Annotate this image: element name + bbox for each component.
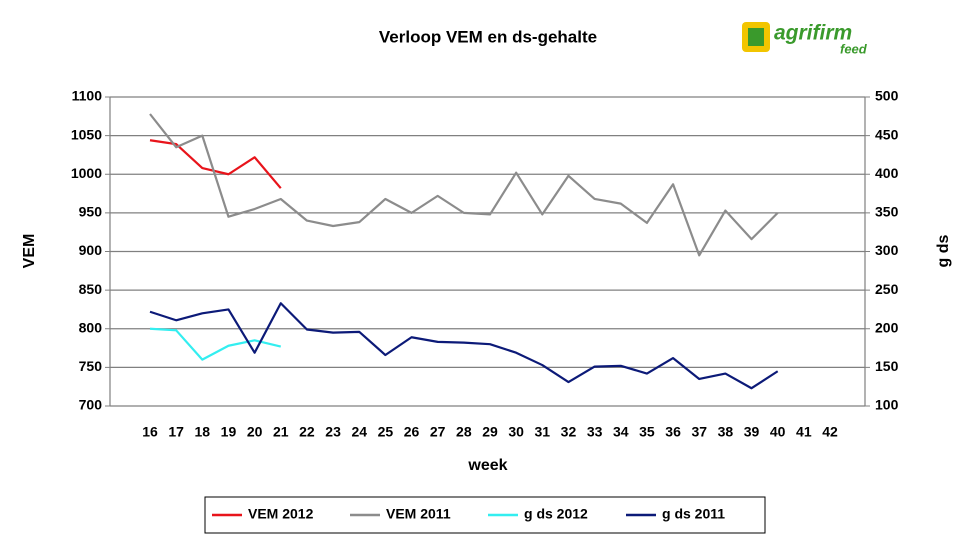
y2-tick-label: 500 xyxy=(875,88,899,104)
y-tick-label: 750 xyxy=(79,358,103,374)
x-tick-label: 33 xyxy=(587,424,603,440)
x-tick-label: 31 xyxy=(535,424,551,440)
series-line xyxy=(149,327,282,361)
y-tick-label: 900 xyxy=(79,242,103,258)
x-tick-label: 25 xyxy=(378,424,394,440)
logo: agrifirm feed xyxy=(742,22,868,56)
x-tick-label: 29 xyxy=(482,424,498,440)
y2-tick-label: 350 xyxy=(875,204,899,220)
y2-tick-label: 150 xyxy=(875,358,899,374)
x-tick-label: 26 xyxy=(404,424,420,440)
x-tick-label: 16 xyxy=(142,424,158,440)
y-tick-label: 850 xyxy=(79,281,103,297)
y2-axis-label: g ds xyxy=(935,234,952,267)
y-axis-label: VEM xyxy=(21,234,38,269)
y-tick-label: 1000 xyxy=(71,165,102,181)
x-tick-label: 27 xyxy=(430,424,446,440)
x-tick-label: 41 xyxy=(796,424,812,440)
x-tick-label: 24 xyxy=(351,424,367,440)
legend-label: VEM 2011 xyxy=(386,506,451,522)
legend-label: VEM 2012 xyxy=(248,506,314,522)
x-tick-label: 32 xyxy=(561,424,577,440)
legend-label: g ds 2012 xyxy=(524,506,588,522)
x-tick-label: 36 xyxy=(665,424,681,440)
y-tick-label: 800 xyxy=(79,319,103,335)
y2-tick-label: 100 xyxy=(875,397,899,413)
legend-label: g ds 2011 xyxy=(662,506,725,522)
x-tick-label: 37 xyxy=(691,424,707,440)
series-line xyxy=(149,113,779,257)
y-tick-label: 950 xyxy=(79,204,103,220)
x-tick-label: 21 xyxy=(273,424,289,440)
x-tick-label: 17 xyxy=(168,424,184,440)
x-tick-label: 34 xyxy=(613,424,629,440)
x-tick-label: 40 xyxy=(770,424,786,440)
x-tick-label: 20 xyxy=(247,424,263,440)
x-tick-label: 30 xyxy=(508,424,524,440)
x-tick-label: 38 xyxy=(718,424,734,440)
x-tick-label: 22 xyxy=(299,424,315,440)
y2-tick-label: 250 xyxy=(875,281,899,297)
y2-tick-label: 450 xyxy=(875,126,899,142)
y-tick-label: 1050 xyxy=(71,126,102,142)
x-tick-label: 18 xyxy=(195,424,211,440)
x-tick-label: 35 xyxy=(639,424,655,440)
chart-title: Verloop VEM en ds-gehalte xyxy=(379,27,597,46)
y2-tick-label: 400 xyxy=(875,165,899,181)
legend-box xyxy=(204,496,766,534)
x-tick-label: 42 xyxy=(822,424,838,440)
logo-subtext: feed xyxy=(840,41,868,56)
y-tick-label: 1100 xyxy=(72,88,103,104)
series-line xyxy=(149,139,282,189)
x-tick-label: 39 xyxy=(744,424,760,440)
x-tick-label: 23 xyxy=(325,424,341,440)
series-line xyxy=(149,302,779,390)
logo-text: agrifirm xyxy=(774,22,852,45)
y2-tick-label: 300 xyxy=(875,242,899,258)
logo-icon-inner xyxy=(748,28,764,46)
y-tick-label: 700 xyxy=(79,397,103,413)
x-tick-label: 19 xyxy=(221,424,237,440)
y2-tick-label: 200 xyxy=(875,319,899,335)
x-tick-label: 28 xyxy=(456,424,472,440)
x-axis-label: week xyxy=(467,457,507,474)
